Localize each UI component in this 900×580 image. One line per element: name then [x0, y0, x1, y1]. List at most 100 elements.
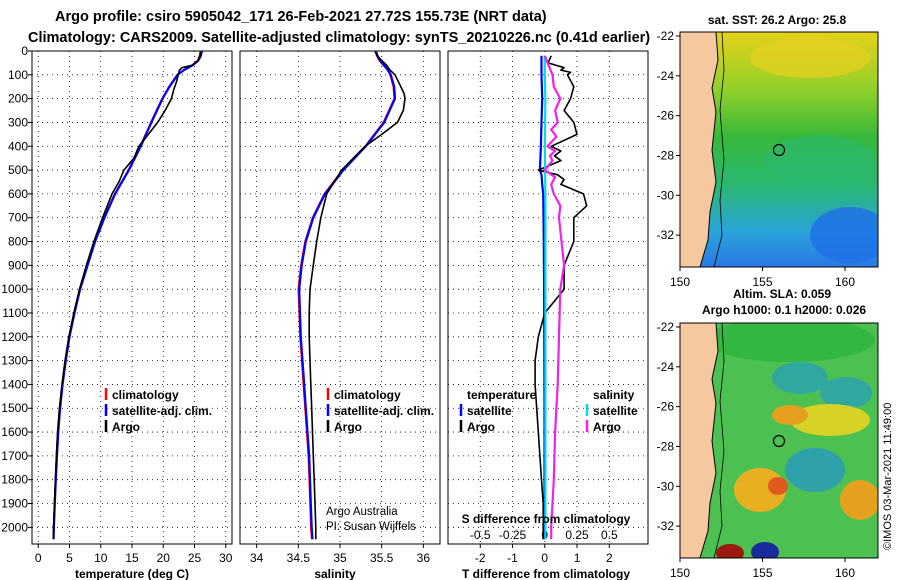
legend-argo: Argo — [334, 420, 362, 434]
map-y-tick-label: -30 — [657, 188, 675, 202]
temperature-panel: 0100200300400500600700800900100011001200… — [1, 44, 232, 580]
argo-australia-note: Argo Australia — [326, 506, 398, 518]
x-tick-label: 35.5 — [370, 551, 394, 565]
legend-argo: Argo — [112, 420, 140, 434]
map-y-tick-label: -26 — [657, 400, 675, 414]
sst-map: sat. SST: 26.2 Argo: 25.8 -22 -24 -26 -28 -3… — [657, 13, 879, 289]
map-y-tick-label: -28 — [657, 439, 675, 453]
series-argo — [308, 50, 406, 540]
s-diff-tick-label: -0.5 — [470, 528, 491, 542]
series-salinity-argo — [543, 55, 566, 540]
map-x-tick-label: 150 — [670, 566, 690, 580]
x-tick-label: -2 — [475, 551, 486, 565]
t-difference-xlabel: T difference from climatology — [462, 567, 630, 580]
header-line1: Argo profile: csiro 5905042_171 26-Feb-2… — [55, 9, 547, 25]
imos-credit: ©IMOS 03-Mar-2021 11:49:00 — [882, 403, 894, 550]
y-tick-label: 1000 — [1, 282, 28, 296]
x-tick-label: 34.5 — [287, 551, 311, 565]
x-tick-label: 5 — [66, 551, 73, 565]
series-satellite-adj-clim- — [52, 50, 204, 540]
sla-blue-patch — [772, 362, 828, 394]
y-tick-label: 900 — [8, 258, 28, 272]
x-tick-label: 0 — [35, 551, 42, 565]
x-tick-label: 1 — [574, 551, 581, 565]
map-y-tick-label: -24 — [657, 69, 675, 83]
sst-argo-marker — [772, 143, 786, 157]
x-tick-label: 25 — [188, 551, 202, 565]
map-y-tick-label: -22 — [657, 320, 675, 334]
sla-blue-patch — [785, 448, 845, 492]
legend-satellite: satellite-adj. clim. — [112, 404, 212, 418]
series-climatology — [52, 50, 201, 540]
map-y-tick-label: -32 — [657, 228, 675, 242]
y-tick-label: 2000 — [1, 520, 28, 534]
y-tick-label: 0 — [21, 44, 28, 58]
sla-map-title1: Altim. SLA: 0.059 — [733, 287, 831, 301]
salinity-xlabel: salinity — [314, 567, 356, 580]
y-tick-label: 1100 — [2, 306, 28, 320]
sla-land — [680, 323, 719, 558]
s-diff-tick-label: 0.5 — [601, 528, 618, 542]
sla-map-title2: Argo h1000: 0.1 h2000: 0.026 — [702, 303, 866, 317]
x-tick-label: -1 — [507, 551, 518, 565]
sla-coast-contour — [713, 323, 725, 558]
temperature-plot-frame — [31, 50, 233, 545]
salinity-plot-frame — [239, 50, 441, 545]
y-tick-label: 1900 — [1, 497, 28, 511]
temperature-legend: climatology satellite-adj. clim. Argo — [104, 388, 212, 434]
sla-map: Altim. SLA: 0.059 Argo h1000: 0.1 h2000:… — [657, 287, 879, 580]
map-y-tick-label: -32 — [657, 519, 675, 533]
sla-dark-red-patch — [716, 544, 744, 558]
sst-warm-patch — [750, 38, 870, 78]
legend-satellite: satellite-adj. clim. — [334, 404, 434, 418]
map-x-tick-label: 160 — [835, 566, 855, 580]
salinity-panel: 34 34.5 35 35.5 36 salinity climatology sate… — [239, 50, 441, 580]
y-tick-label: 1500 — [1, 401, 28, 415]
map-y-tick-label: -22 — [657, 29, 675, 43]
sla-yellow-patch — [790, 404, 870, 436]
series-climatology — [297, 50, 396, 540]
legend-salinity-title: salinity — [593, 388, 635, 402]
sst-land — [680, 32, 719, 267]
difference-panel: -2 -1 0 1 2 -0.5 -0.25 0 0.25 0.5 T difference f… — [447, 50, 649, 580]
sla-orange-patch — [840, 480, 878, 520]
y-tick-label: 300 — [8, 115, 28, 129]
difference-plot-frame — [447, 50, 649, 545]
series-satellite-adj-clim- — [298, 50, 397, 540]
y-tick-label: 1200 — [1, 330, 28, 344]
map-x-tick-label: 155 — [752, 566, 772, 580]
x-tick-label: 2 — [606, 551, 613, 565]
map-y-tick-label: -26 — [657, 109, 675, 123]
sla-green-patch — [705, 323, 875, 362]
map-y-tick-label: -28 — [657, 148, 675, 162]
y-tick-label: 1700 — [1, 449, 28, 463]
x-tick-label: 10 — [94, 551, 108, 565]
legend-temperature-title: temperature — [467, 388, 537, 402]
map-x-tick-label: 155 — [752, 275, 772, 289]
sst-coast-contour — [713, 32, 725, 267]
sst-cool-patch — [810, 207, 878, 263]
y-tick-label: 1300 — [1, 354, 28, 368]
y-tick-label: 600 — [8, 187, 28, 201]
x-tick-label: 0 — [541, 551, 548, 565]
x-tick-label: 35 — [333, 551, 347, 565]
map-y-tick-label: -30 — [657, 479, 675, 493]
s-diff-tick-label: 0.25 — [565, 528, 589, 542]
map-x-tick-label: 150 — [670, 275, 690, 289]
header-line2: Climatology: CARS2009. Satellite-adjuste… — [28, 30, 650, 46]
x-tick-label: 36 — [417, 551, 431, 565]
sla-map-frame — [679, 322, 879, 559]
legend-climatology: climatology — [112, 388, 179, 402]
series-temperature-argo — [534, 55, 588, 540]
x-tick-label: 30 — [219, 551, 233, 565]
s-difference-label: S difference from climatology — [462, 512, 631, 526]
series-salinity-satellite — [543, 55, 547, 540]
sst-map-frame — [679, 31, 879, 268]
legend-s-argo: Argo — [593, 420, 621, 434]
x-tick-label: 34 — [250, 551, 264, 565]
sla-red-patch — [768, 477, 788, 495]
pi-note: PI: Susan Wijffels — [326, 521, 416, 533]
y-tick-label: 800 — [8, 235, 28, 249]
y-tick-label: 1400 — [1, 377, 28, 391]
